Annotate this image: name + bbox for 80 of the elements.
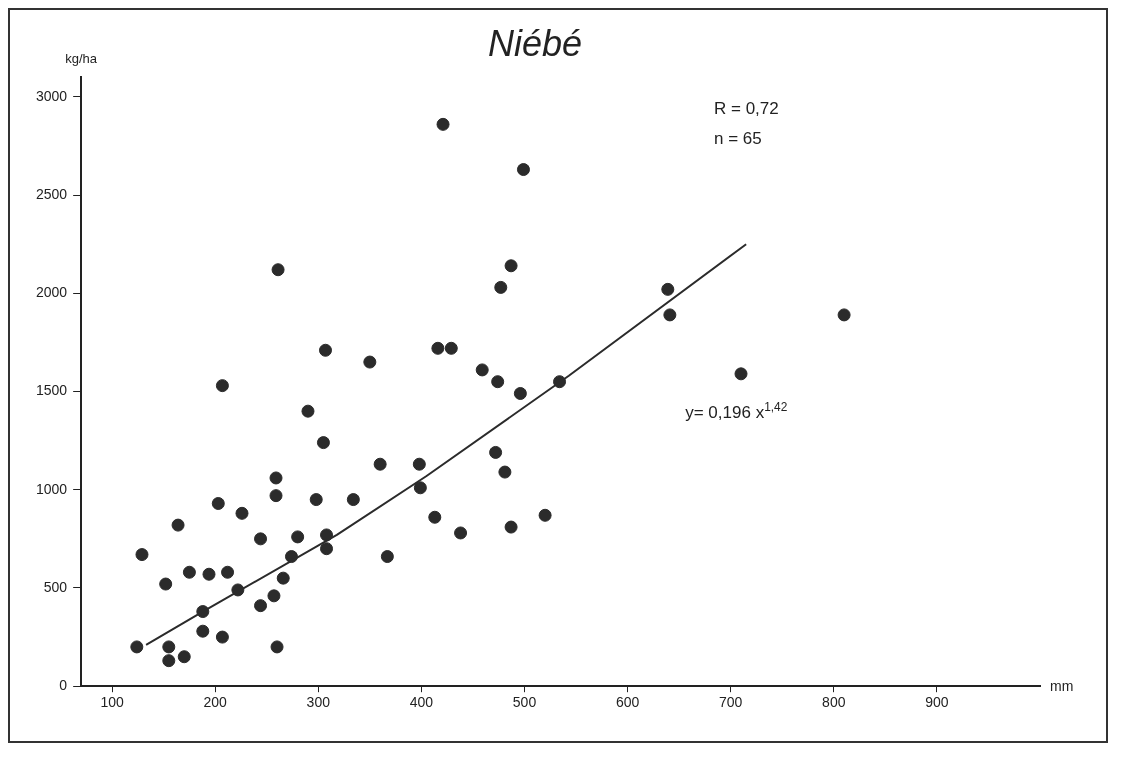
point [316,436,330,450]
y-tick-label: 1000 [35,480,68,497]
point [215,379,229,393]
point [428,510,442,524]
point [215,630,229,644]
y-tick-label: 3000 [35,87,68,104]
point [431,341,445,355]
point [444,341,458,355]
point [202,567,216,581]
point [309,493,323,507]
x-tick-label: 200 [203,694,228,711]
point [231,583,245,597]
y-axis-title: kg/ha [65,51,98,67]
point [162,640,176,654]
point [346,493,360,507]
point [319,343,332,357]
point [235,506,249,520]
point [513,386,527,400]
point [504,520,518,534]
point [504,259,518,273]
point [276,571,290,585]
x-tick-label: 500 [512,694,537,711]
point [363,355,377,369]
point [663,308,677,322]
point [254,599,268,613]
point [320,528,334,542]
point [491,375,505,389]
point [196,605,210,619]
point [269,471,283,485]
point [538,508,552,522]
point [734,367,748,381]
point [380,550,394,564]
y-tick-label: 500 [43,578,68,595]
y-tick-label: 2000 [35,284,68,301]
point [489,445,503,459]
point [135,548,149,562]
point [196,624,210,638]
x-tick-label: 400 [409,694,434,711]
x-tick-label: 800 [822,694,846,711]
point [498,465,512,479]
point [494,280,508,294]
point [454,526,468,540]
point [475,363,489,377]
point [284,550,298,564]
point [130,640,144,654]
x-tick-label: 600 [615,694,640,711]
point [301,404,315,418]
point [413,481,427,495]
y-tick-label: 0 [59,677,68,694]
point [291,530,305,544]
point [177,650,191,664]
point [271,263,285,277]
point [837,308,851,322]
point [373,457,387,471]
point [516,163,530,177]
point [267,589,281,603]
point [269,489,283,503]
y-tick-label: 1500 [35,382,68,399]
annotation: R = 0,72 [713,98,779,118]
point [320,542,334,556]
point [159,577,173,591]
point [270,640,284,654]
point [412,457,426,471]
annotation: n = 65 [713,129,762,149]
point [553,375,567,389]
x-tick-label: 100 [100,694,124,711]
point [661,282,675,296]
y-tick-label: 2500 [35,185,68,202]
chart-title: Niébé [487,22,583,64]
point [254,532,268,546]
point [171,518,185,532]
x-tick-label: 900 [925,694,949,711]
point [221,565,235,579]
x-axis-title: mm [1050,678,1074,695]
x-tick-label: 300 [306,694,331,711]
point [162,654,176,668]
point [211,497,225,510]
point [182,565,196,579]
point [436,117,450,131]
x-tick-label: 700 [719,694,743,711]
